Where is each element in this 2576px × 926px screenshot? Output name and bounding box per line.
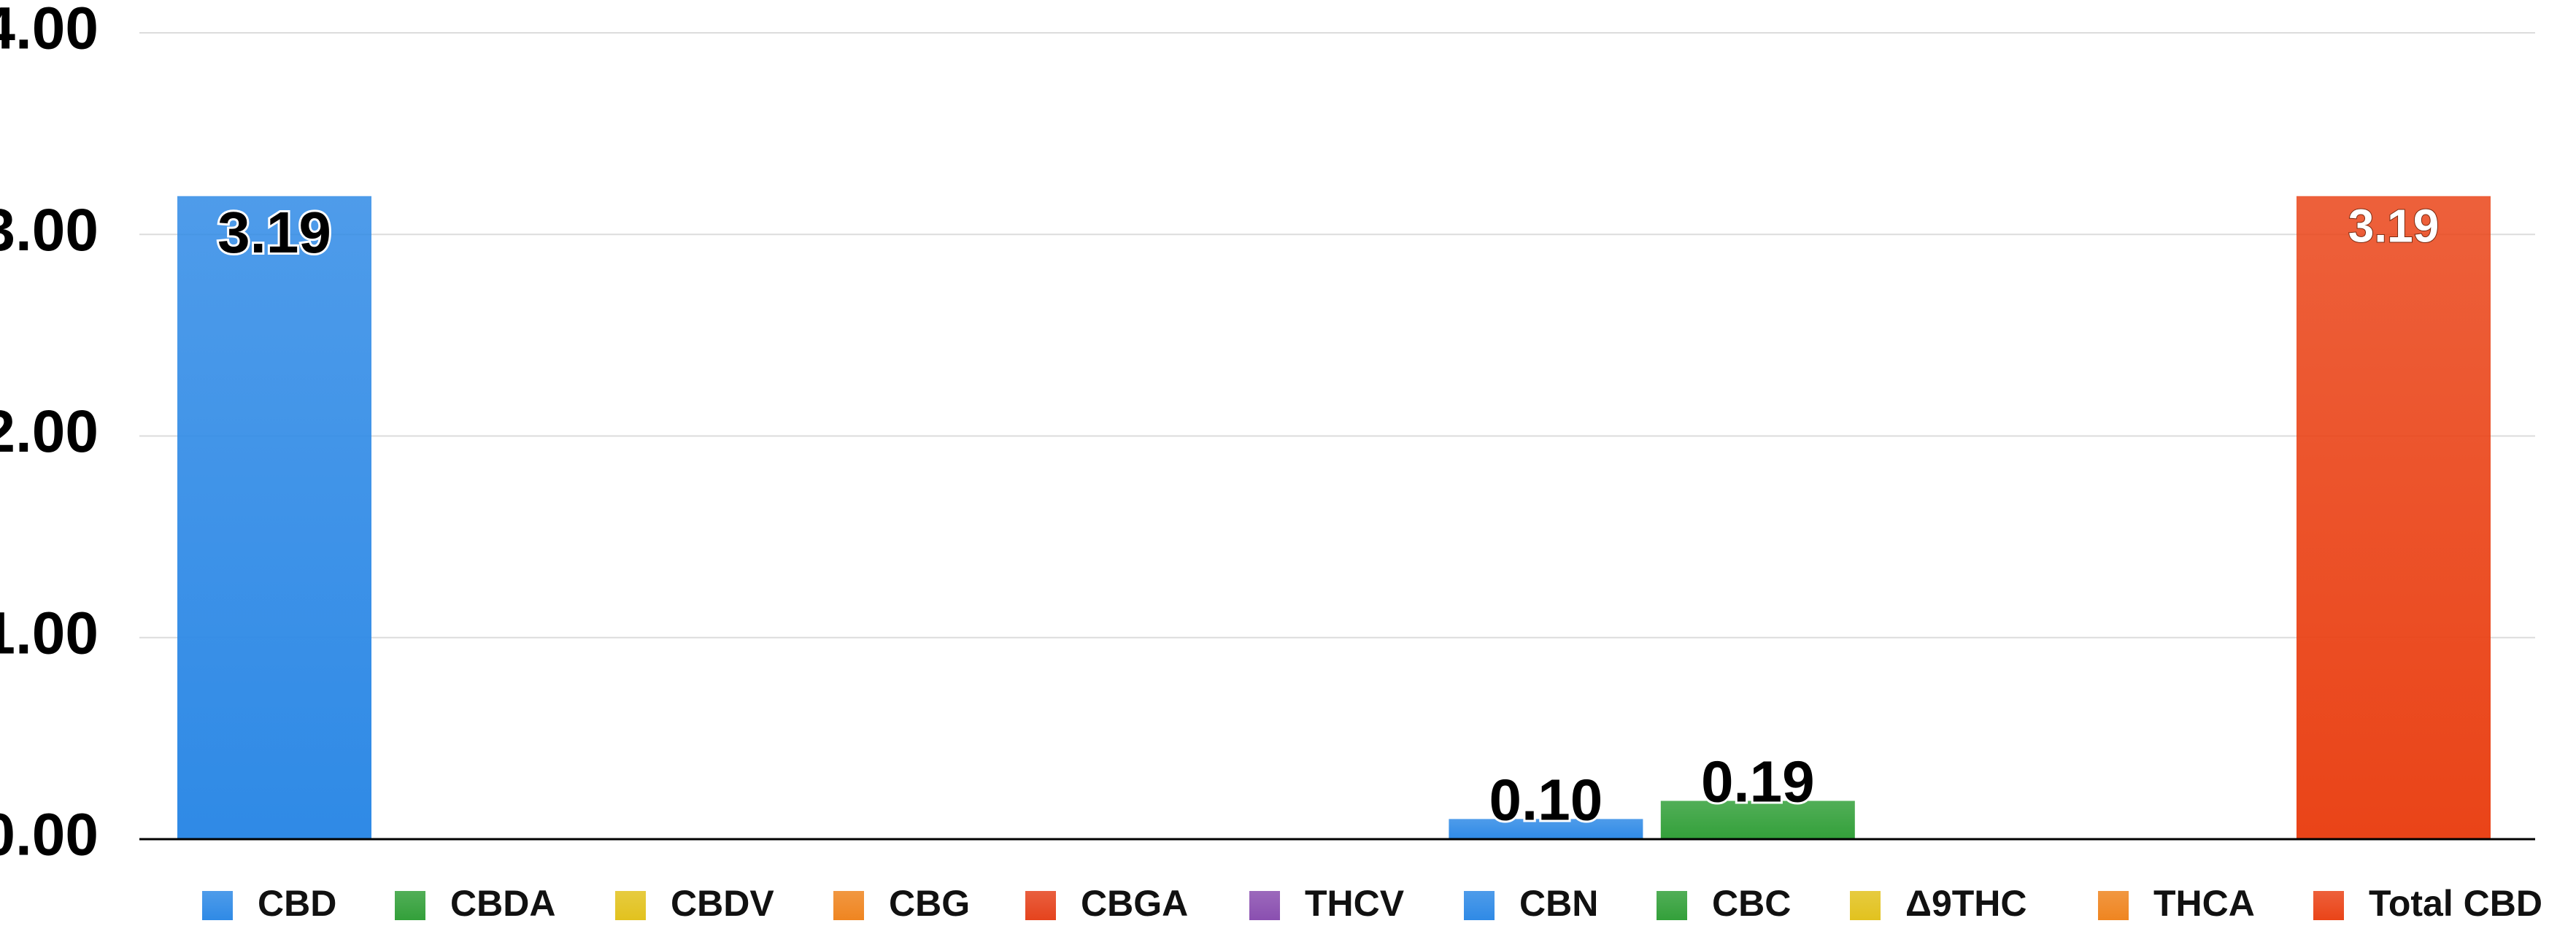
legend-swatch <box>1657 891 1687 920</box>
y-tick-label: 2.00 <box>0 398 99 465</box>
value-label: 0.10 <box>1489 768 1603 833</box>
legend-label: THCV <box>1305 883 1405 924</box>
value-label: 0.19 <box>1701 749 1815 814</box>
legend-swatch <box>2098 891 2129 920</box>
bar <box>1449 819 1643 839</box>
legend-swatch <box>833 891 864 920</box>
bar <box>1660 800 1855 839</box>
legend-label: CBC <box>1712 883 1791 924</box>
legend-label: CBGA <box>1081 883 1188 924</box>
y-tick-label: 1.00 <box>0 600 99 666</box>
bar <box>2297 196 2491 839</box>
legend-swatch <box>1249 891 1280 920</box>
legend-swatch <box>1850 891 1881 920</box>
bar <box>177 196 371 839</box>
legend-label: Δ9THC <box>1905 883 2027 924</box>
legend-swatch <box>202 891 233 920</box>
legend-swatch <box>1464 891 1495 920</box>
legend-swatch <box>1025 891 1056 920</box>
legend-label: CBDA <box>450 883 555 924</box>
y-tick-label: 4.00 <box>0 0 99 62</box>
legend-label: Total CBD <box>2369 883 2542 924</box>
legend-swatch <box>395 891 425 920</box>
legend-swatch <box>615 891 646 920</box>
legend-label: CBD <box>258 883 336 924</box>
legend-label: CBN <box>1519 883 1598 924</box>
y-tick-label: 3.00 <box>0 197 99 263</box>
legend-label: THCA <box>2153 883 2255 924</box>
value-label: 3.19 <box>217 200 331 265</box>
legend-label: CBG <box>889 883 970 924</box>
value-label: 3.19 <box>2348 200 2440 252</box>
legend-label: CBDV <box>671 883 774 924</box>
y-tick-label: 0.00 <box>0 802 99 868</box>
legend-swatch <box>2313 891 2344 920</box>
